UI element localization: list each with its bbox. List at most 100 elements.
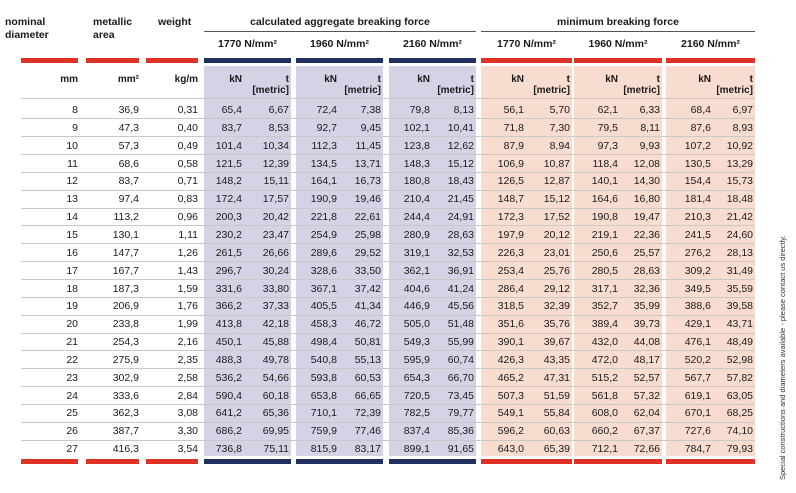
table-cell: 261,5 [215,246,242,259]
table-cell: 254,9 [310,228,337,241]
table-cell: 276,2 [684,246,711,259]
table-cell: 24,60 [726,228,753,241]
table-cell: 505,0 [403,318,430,331]
table-cell: 56,1 [503,104,524,116]
unit-t-label: t [285,74,289,85]
unit-kn: kN [229,74,242,85]
table-cell: 362,1 [403,264,430,277]
table-cell: 712,1 [591,443,618,456]
row-divider [21,243,755,245]
table-cell: 520,2 [684,353,711,366]
table-cell: 45,56 [447,300,474,313]
table-cell: 280,9 [403,228,430,241]
table-cell: 37,33 [262,300,289,313]
table-cell: 10,92 [726,139,753,152]
table-cell: 590,4 [215,389,242,402]
unit-t-label: t [749,74,753,85]
top-bar-min-2160 [666,58,755,63]
table-cell: 244,4 [403,211,430,224]
table-cell: 126,5 [497,175,524,188]
table-cell: 815,9 [310,443,337,456]
unit-t-metric: [metric] [437,85,474,96]
table-cell: 68,25 [726,407,753,420]
table-cell: 643,0 [497,443,524,456]
unit-t: t [metric] [713,74,753,96]
table-cell: 1,59 [177,282,198,295]
table-cell: 79,5 [597,121,618,134]
unit-weight: kg/m [174,74,198,85]
table-cell: 107,2 [684,139,711,152]
table-cell: 18 [66,282,78,295]
table-cell: 27 [66,443,78,456]
min-grade-2160: 2160 N/mm² [681,38,740,50]
table-cell: 65,39 [543,443,570,456]
row-divider [21,314,755,316]
table-cell: 210,4 [403,193,430,206]
unit-t-label: t [470,74,474,85]
table-cell: 47,3 [118,121,139,134]
table-cell: 63,05 [726,389,753,402]
table-cell: 19,46 [354,193,381,206]
table-cell: 31,49 [726,264,753,277]
table-cell: 654,3 [403,371,430,384]
table-cell: 50,81 [354,336,381,349]
row-divider [21,279,755,280]
table-cell: 74,10 [726,425,753,438]
table-cell: 450,1 [215,336,242,349]
table-cell: 12,08 [633,157,660,170]
table-cell: 35,99 [633,300,660,313]
table-cell: 413,8 [215,318,242,331]
table-cell: 18,43 [447,175,474,188]
table-cell: 210,3 [684,211,711,224]
table-cell: 51,59 [543,389,570,402]
table-cell: 3,08 [177,407,198,420]
calc-grade-1960: 1960 N/mm² [310,38,369,50]
table-cell: 11,45 [355,139,382,152]
table-cell: 233,8 [112,318,139,331]
row-divider [21,439,755,441]
table-cell: 91,65 [447,443,474,456]
table-cell: 540,8 [310,353,337,366]
table-cell: 52,57 [633,371,660,384]
table-cell: 759,9 [310,425,337,438]
table-cell: 51,48 [447,318,474,331]
table-cell: 426,3 [497,353,524,366]
table-cell: 0,71 [177,175,198,188]
table-cell: 686,2 [215,425,242,438]
table-cell: 22 [66,353,78,366]
table-cell: 8,94 [549,139,570,152]
table-cell: 29,52 [354,246,381,259]
row-divider [21,261,755,263]
table-cell: 28,63 [633,264,660,277]
table-cell: 28,13 [726,246,753,259]
table-cell: 1,11 [178,228,198,241]
table-cell: 596,2 [497,425,524,438]
table-cell: 17,52 [543,211,570,224]
table-cell: 12,62 [447,139,474,152]
table-cell: 476,1 [684,336,711,349]
table-cell: 12,87 [543,175,570,188]
table-cell: 69,95 [262,425,289,438]
min-group-header: minimum breaking force [557,16,679,28]
table-cell: 65,4 [221,104,242,116]
table-cell: 10,41 [447,121,474,134]
table-cell: 44,08 [633,336,660,349]
table-cell: 9 [72,121,78,134]
table-cell: 8 [72,104,78,116]
bottom-bar-min-2160 [666,459,755,464]
table-cell: 187,3 [112,282,139,295]
top-bar-min-1770 [481,58,572,63]
table-cell: 41,34 [354,300,381,313]
table-cell: 13,29 [726,157,753,170]
table-cell: 17,57 [262,193,289,206]
table-cell: 11 [67,157,78,170]
table-cell: 390,1 [497,336,524,349]
table-cell: 16,80 [633,193,660,206]
table-cell: 0,58 [177,157,198,170]
table-cell: 21,42 [726,211,753,224]
table-cell: 670,1 [684,407,711,420]
table-cell: 16,73 [354,175,381,188]
table-cell: 488,3 [215,353,242,366]
table-cell: 118,4 [592,157,619,170]
table-cell: 54,66 [262,371,289,384]
